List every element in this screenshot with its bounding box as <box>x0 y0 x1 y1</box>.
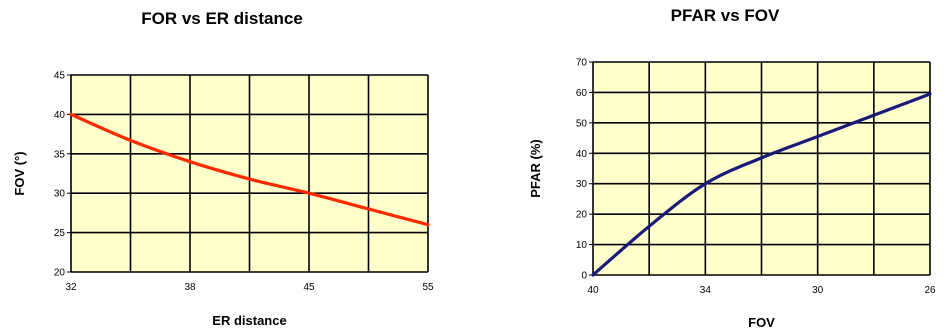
y-tick-label: 35 <box>54 149 66 160</box>
y-tick-label: 30 <box>54 189 66 200</box>
chart-for-vs-er-distance: 20 25 30 35 40 45 32 38 45 55 FOR vs ER distance ER… <box>12 9 434 328</box>
x-tick-label: 34 <box>700 285 712 296</box>
y-tick-label: 0 <box>581 271 587 282</box>
x-tick-label: 40 <box>587 285 599 296</box>
x-tick-label: 30 <box>812 285 824 296</box>
x-tick-label: 26 <box>924 285 936 296</box>
x-tick-label: 38 <box>184 282 196 293</box>
y-tick-label: 50 <box>576 118 588 129</box>
y-tick-label: 20 <box>54 268 66 279</box>
y-tick-label: 40 <box>576 149 588 160</box>
x-axis-label: ER distance <box>212 313 286 328</box>
chart-title: PFAR vs FOV <box>671 6 780 25</box>
y-tick-label: 70 <box>576 58 588 69</box>
y-axis-label: PFAR (%) <box>528 139 543 198</box>
y-tick-label: 10 <box>576 240 588 251</box>
series-line <box>69 112 430 227</box>
y-tick-label: 45 <box>54 71 66 82</box>
x-axis-label: FOV <box>748 315 775 330</box>
y-tick-label: 20 <box>576 210 588 221</box>
y-axis-label: FOV (°) <box>12 151 27 195</box>
x-tick-label: 32 <box>65 282 77 293</box>
y-tick-label: 30 <box>576 179 588 190</box>
series-line <box>591 92 932 277</box>
chart-title: FOR vs ER distance <box>141 9 303 28</box>
y-tick-label: 25 <box>54 228 66 239</box>
chart-pfar-vs-fov: 0 10 20 30 40 50 60 70 40 34 30 26 PFAR vs FOV FOV PFA… <box>528 6 936 330</box>
x-tick-label: 45 <box>303 282 315 293</box>
x-tick-label: 55 <box>422 282 434 293</box>
y-tick-label: 40 <box>54 110 66 121</box>
y-tick-label: 60 <box>576 88 588 99</box>
